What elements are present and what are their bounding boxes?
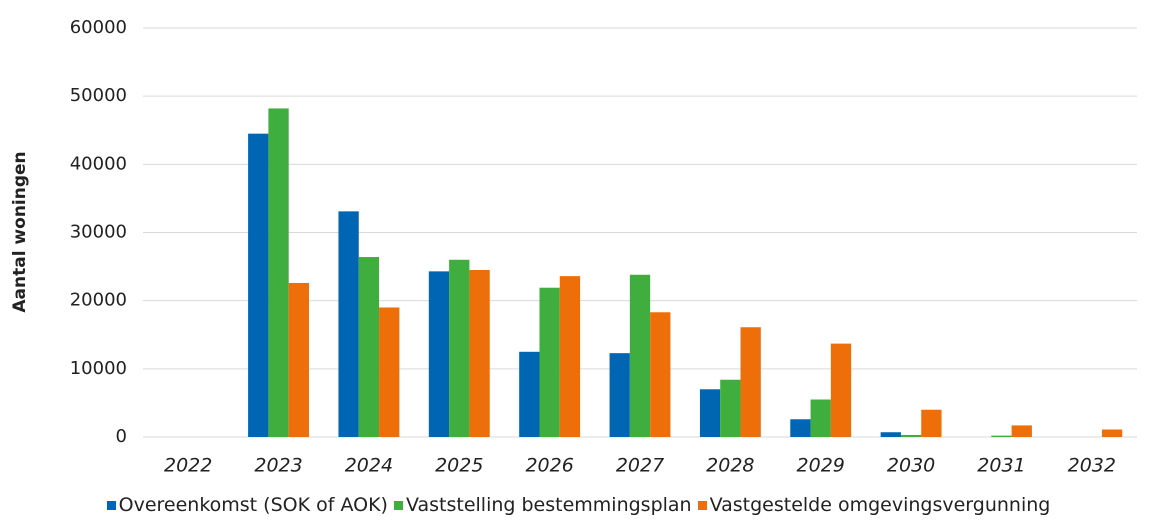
legend-swatch <box>393 500 403 510</box>
bar <box>469 269 490 437</box>
bar <box>720 379 741 437</box>
legend-swatch <box>697 500 707 510</box>
bar <box>519 351 540 437</box>
x-tick-label: 2029 <box>797 455 845 477</box>
bar <box>449 259 470 437</box>
legend: Overeenkomst (SOK of AOK) Vaststelling be… <box>0 494 1157 516</box>
bar <box>268 108 289 437</box>
legend-label: Vastgestelde omgevingsvergunning <box>709 494 1051 516</box>
y-tick-label: 50000 <box>70 85 127 106</box>
bar <box>830 343 852 437</box>
bar <box>810 399 831 437</box>
bar <box>650 312 671 437</box>
bar <box>991 435 1012 437</box>
x-tick-label: 2025 <box>435 455 483 477</box>
legend-item: Overeenkomst (SOK of AOK) <box>106 494 388 516</box>
x-tick-label: 2022 <box>164 455 212 477</box>
x-tick-label: 2023 <box>254 455 302 477</box>
y-tick-label: 30000 <box>70 222 127 243</box>
legend-label: Vaststelling bestemmingsplan <box>405 494 692 516</box>
y-tick-label: 40000 <box>70 153 127 174</box>
bar <box>699 389 721 437</box>
bar <box>358 257 380 437</box>
bar <box>248 133 269 438</box>
x-tick-label: 2032 <box>1068 455 1116 477</box>
bar <box>740 327 761 437</box>
chart: Aantal woningen 0 10000 20000 30000 40000 500… <box>10 17 1137 477</box>
bar <box>428 271 450 437</box>
bar <box>900 434 922 437</box>
bar <box>1011 425 1032 437</box>
legend-label: Overeenkomst (SOK of AOK) <box>118 494 388 516</box>
x-tick-label: 2028 <box>706 455 754 477</box>
y-tick-label: 0 <box>116 426 127 447</box>
bar <box>790 419 811 437</box>
bar <box>559 276 581 437</box>
y-tick-label: 10000 <box>70 358 127 379</box>
x-tick-label: 2031 <box>977 455 1025 477</box>
x-tick-label: 2030 <box>887 455 935 477</box>
bar <box>379 307 400 437</box>
legend-item: Vastgestelde omgevingsvergunning <box>697 494 1051 516</box>
bar <box>539 287 560 437</box>
bar <box>629 274 651 437</box>
y-axis-label: Aantal woningen <box>10 151 30 312</box>
bar <box>880 432 901 437</box>
legend-item: Vaststelling bestemmingsplan <box>393 494 692 516</box>
x-tick-label: 2027 <box>616 455 664 477</box>
bar <box>288 282 309 437</box>
legend-swatch <box>106 500 116 510</box>
bar <box>338 211 359 437</box>
y-tick-label: 20000 <box>70 290 127 311</box>
x-tick-label: 2024 <box>345 455 393 477</box>
bar <box>609 353 630 437</box>
bar <box>921 409 942 437</box>
bar <box>1101 429 1123 437</box>
y-tick-label: 60000 <box>70 17 127 38</box>
x-tick-label: 2026 <box>525 455 573 477</box>
